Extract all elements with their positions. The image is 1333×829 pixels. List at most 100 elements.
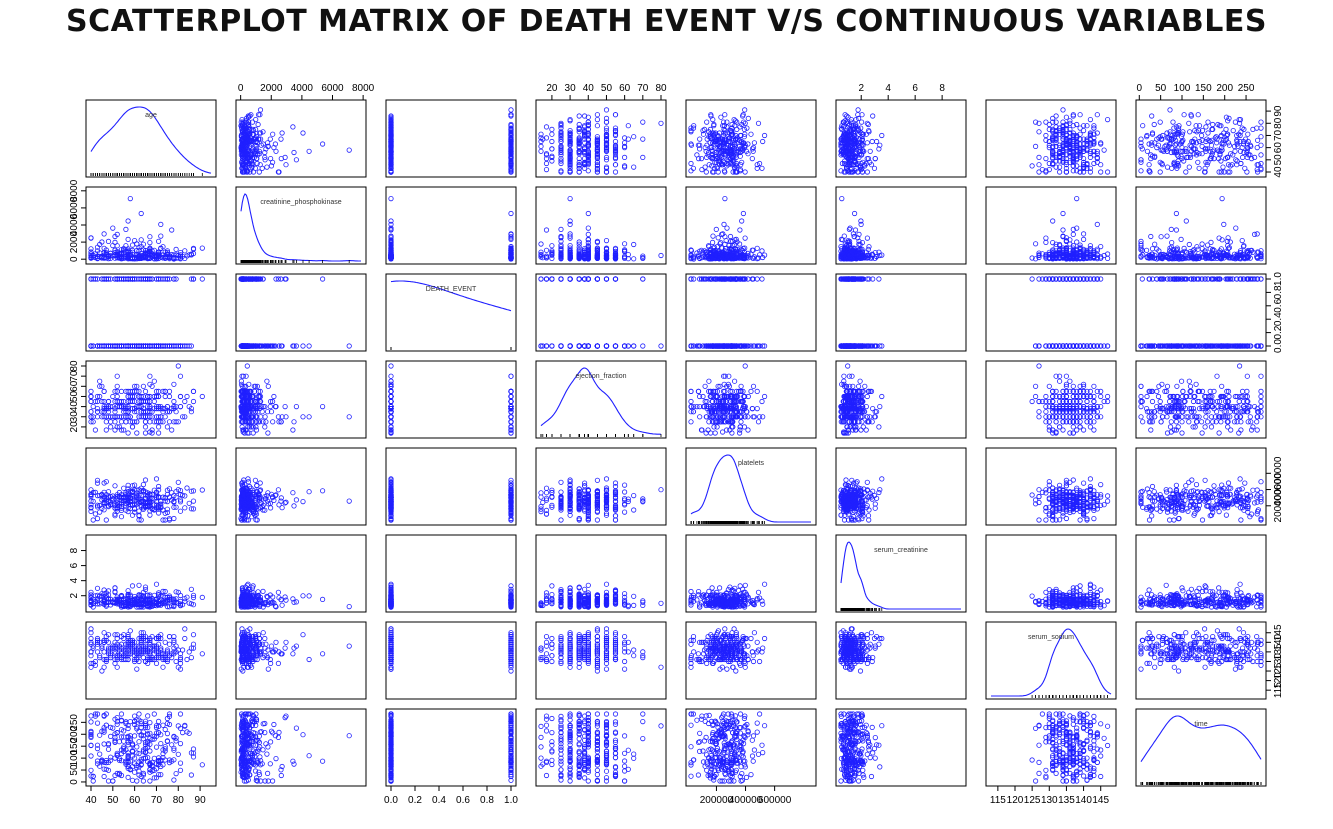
data-point <box>549 131 555 137</box>
data-point <box>123 226 129 232</box>
points-creatinine_phosphokinase-vs-DEATH_EVENT <box>388 196 514 262</box>
data-point <box>721 221 727 227</box>
data-point <box>1203 124 1209 130</box>
data-point <box>1230 128 1236 134</box>
data-point <box>1070 231 1076 237</box>
data-point <box>1233 157 1239 163</box>
data-point <box>256 169 262 175</box>
points-age-vs-platelets <box>688 107 768 175</box>
data-point <box>567 163 573 169</box>
data-point <box>727 233 734 240</box>
data-point <box>549 138 555 145</box>
data-point <box>388 168 394 174</box>
data-point <box>1140 123 1146 129</box>
data-point <box>612 142 619 148</box>
data-point <box>558 125 564 131</box>
panel-age-vs-serum_creatinine <box>835 99 967 178</box>
data-point <box>594 165 601 171</box>
data-point <box>558 149 564 156</box>
data-point <box>576 149 582 156</box>
data-point <box>1221 221 1227 227</box>
points-age-vs-time <box>1138 107 1264 175</box>
data-point <box>581 145 588 151</box>
data-point <box>388 113 394 119</box>
points-age-vs-DEATH_EVENT <box>388 107 514 175</box>
data-point <box>242 159 248 165</box>
data-point <box>576 159 582 165</box>
data-point <box>138 237 144 243</box>
data-point <box>585 225 591 231</box>
data-point <box>703 169 709 175</box>
data-point <box>1094 221 1100 227</box>
data-point <box>543 124 550 130</box>
data-point <box>739 218 745 224</box>
data-point <box>250 128 257 134</box>
data-point <box>549 243 555 249</box>
data-point <box>253 143 259 149</box>
data-point <box>508 158 514 164</box>
data-point <box>199 245 205 251</box>
data-point <box>252 165 258 171</box>
data-point <box>1057 169 1063 175</box>
data-point <box>248 141 254 147</box>
data-point <box>594 154 601 160</box>
data-point <box>1053 113 1059 119</box>
data-point <box>1199 132 1205 139</box>
data-point <box>543 152 550 158</box>
data-point <box>1158 234 1164 240</box>
data-point <box>1178 236 1184 242</box>
data-point <box>1196 165 1202 171</box>
data-point <box>761 132 768 139</box>
data-point <box>508 169 514 175</box>
data-point <box>567 158 573 164</box>
data-point <box>558 158 564 164</box>
data-point <box>603 132 610 139</box>
data-point <box>585 210 591 217</box>
data-point <box>241 140 247 146</box>
data-point <box>242 125 248 131</box>
data-point <box>594 159 601 165</box>
data-point <box>257 112 263 118</box>
data-point <box>238 132 245 139</box>
data-point <box>1036 162 1042 168</box>
data-point <box>240 169 246 175</box>
data-point <box>603 145 610 151</box>
data-point <box>585 231 591 237</box>
data-point <box>1233 225 1239 231</box>
data-point <box>576 113 582 119</box>
data-point <box>1181 245 1187 251</box>
data-point <box>872 156 878 162</box>
data-point <box>1151 121 1157 128</box>
data-point <box>755 120 762 126</box>
data-point <box>538 241 544 247</box>
data-point <box>603 115 610 122</box>
data-point <box>125 218 131 224</box>
data-point <box>388 130 394 136</box>
data-point <box>267 136 273 142</box>
data-point <box>1183 218 1189 224</box>
data-point <box>549 153 555 159</box>
panel-creatinine_phosphokinase-vs-DEATH_EVENT <box>385 186 517 265</box>
data-point <box>1187 129 1193 135</box>
data-point <box>134 241 140 247</box>
data-point <box>508 123 514 129</box>
data-point <box>346 147 352 153</box>
data-point <box>1043 235 1049 241</box>
data-point <box>594 134 601 140</box>
data-point <box>1101 147 1107 153</box>
data-point <box>132 238 138 244</box>
data-point <box>300 130 306 136</box>
data-point <box>585 137 591 143</box>
data-point <box>247 113 253 119</box>
data-point <box>278 136 284 142</box>
data-point <box>538 143 544 149</box>
data-point <box>567 141 573 147</box>
data-point <box>1239 238 1245 244</box>
data-point <box>247 138 253 145</box>
data-point <box>88 246 94 252</box>
panel-creatinine_phosphokinase-vs-serum_sodium <box>985 186 1117 265</box>
data-point <box>388 141 394 147</box>
data-point <box>1186 120 1192 126</box>
data-point <box>594 151 601 157</box>
